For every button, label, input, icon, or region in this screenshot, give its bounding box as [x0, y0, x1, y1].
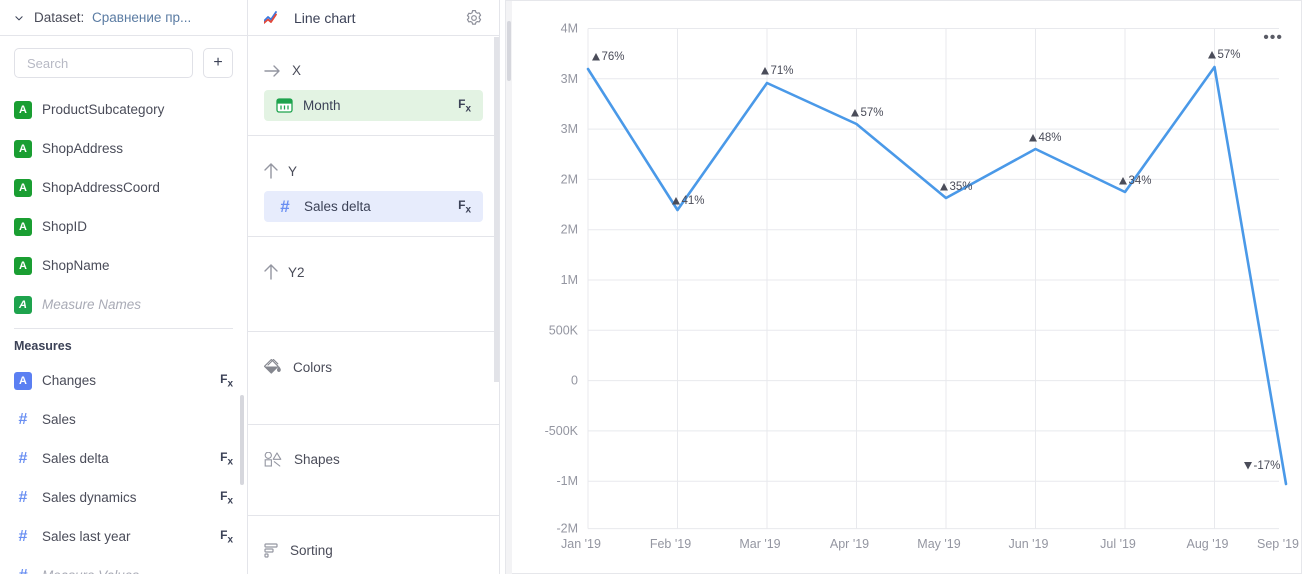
- svg-text:2M: 2M: [561, 223, 578, 237]
- svg-text:41%: 41%: [682, 195, 705, 207]
- svg-text:0: 0: [571, 374, 578, 388]
- svg-text:76%: 76%: [602, 51, 625, 63]
- svg-text:3M: 3M: [561, 72, 578, 86]
- svg-text:Aug '19: Aug '19: [1186, 537, 1228, 551]
- svg-text:-1M: -1M: [556, 474, 578, 488]
- svg-text:-500K: -500K: [545, 424, 579, 438]
- svg-text:May '19: May '19: [917, 537, 960, 551]
- svg-text:Jun '19: Jun '19: [1009, 537, 1049, 551]
- svg-text:-2M: -2M: [556, 522, 578, 536]
- svg-text:35%: 35%: [950, 181, 973, 193]
- svg-text:57%: 57%: [1218, 49, 1241, 61]
- svg-text:Sep '19: Sep '19: [1257, 537, 1299, 551]
- svg-text:Jan '19: Jan '19: [561, 537, 601, 551]
- svg-text:71%: 71%: [771, 65, 794, 77]
- svg-text:57%: 57%: [861, 107, 884, 119]
- svg-text:Feb '19: Feb '19: [650, 537, 691, 551]
- svg-text:Mar '19: Mar '19: [739, 537, 780, 551]
- svg-text:3M: 3M: [561, 122, 578, 136]
- svg-text:Jul '19: Jul '19: [1100, 537, 1136, 551]
- svg-text:4M: 4M: [561, 22, 578, 36]
- svg-text:Apr '19: Apr '19: [830, 537, 869, 551]
- svg-text:2M: 2M: [561, 172, 578, 186]
- svg-text:34%: 34%: [1129, 175, 1152, 187]
- svg-text:1M: 1M: [561, 273, 578, 287]
- svg-text:48%: 48%: [1039, 132, 1062, 144]
- svg-text:500K: 500K: [549, 323, 579, 337]
- svg-text:-17%: -17%: [1254, 460, 1281, 472]
